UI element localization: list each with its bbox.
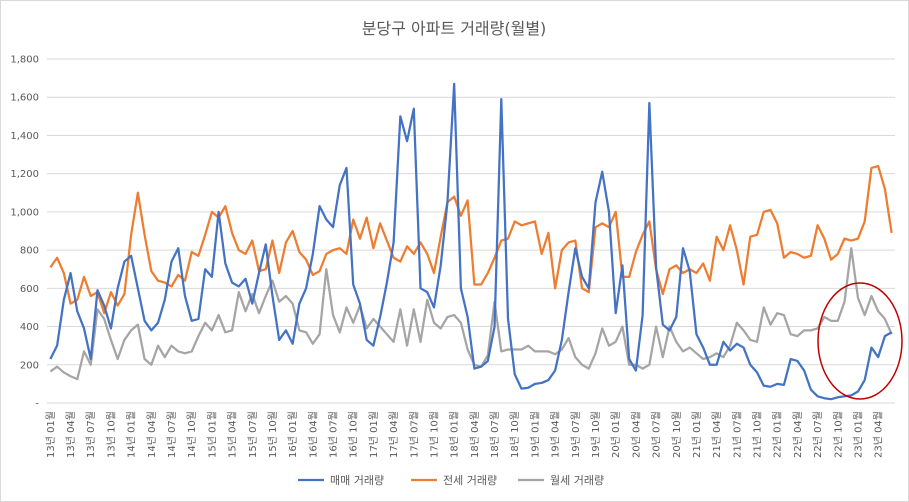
- x-tick-label: 23년 04월: [873, 411, 885, 458]
- y-tick-label: 1,600: [10, 93, 39, 104]
- x-tick-label: 20년 01월: [610, 411, 622, 458]
- x-tick-label: 18년 10월: [509, 411, 521, 458]
- x-tick-label: 14년 07월: [166, 411, 178, 458]
- x-tick-label: 23년 01월: [852, 411, 864, 458]
- x-tick-label: 17년 10월: [428, 411, 440, 458]
- series-line: [49, 164, 893, 315]
- y-tick-label: 1,000: [10, 207, 39, 218]
- x-tick-label: 19년 04월: [550, 411, 562, 458]
- x-axis-labels: 13년 01월 13년 04월 13년 07월 13년 10월 14년 01월 14년 0…: [45, 411, 885, 458]
- x-tick-label: 21년 01월: [691, 411, 703, 458]
- x-tick-label: 21년 04월: [711, 411, 723, 458]
- x-tick-label: 14년 01월: [126, 411, 138, 458]
- x-tick-label: 17년 01월: [368, 411, 380, 458]
- x-tick-label: 16년 01월: [287, 411, 299, 458]
- x-tick-label: 15년 01월: [206, 411, 218, 458]
- y-tick-label: 1,800: [10, 55, 39, 66]
- x-tick-label: 15년 10월: [267, 411, 279, 458]
- x-tick-label: 16년 04월: [307, 411, 319, 458]
- x-tick-label: 19년 07월: [570, 411, 582, 458]
- y-axis-labels: - 200 400 600 800 1,000 1,200 1,400 1,600 1,800: [10, 55, 39, 410]
- x-tick-label: 17년 04월: [388, 411, 400, 458]
- x-tick-label: 22년 01월: [772, 411, 784, 458]
- y-tick-label: 600: [20, 284, 39, 295]
- x-tick-label: 21년 07월: [731, 411, 743, 458]
- gridlines: [47, 58, 895, 404]
- x-tick-label: 20년 04월: [630, 411, 642, 458]
- y-tick-label: -: [35, 399, 39, 410]
- series-line: [49, 247, 893, 381]
- x-tick-label: 18년 04월: [469, 411, 481, 458]
- y-tick-label: 400: [20, 322, 39, 333]
- highlight-ellipse: [817, 282, 903, 400]
- x-tick-label: 19년 10월: [590, 411, 602, 458]
- legend: 매매 거래량 전세 거래량 월세 거래량: [298, 474, 604, 487]
- x-tick-label: 16년 10월: [348, 411, 360, 458]
- x-tick-label: 13년 07월: [85, 411, 97, 458]
- x-tick-label: 17년 07월: [408, 411, 420, 458]
- x-tick-label: 14년 10월: [186, 411, 198, 458]
- legend-label: 매매 거래량: [330, 474, 384, 487]
- y-tick-label: 1,200: [10, 169, 39, 180]
- chart-title: 분당구 아파트 거래량(월별): [362, 19, 547, 38]
- x-tick-label: 13년 04월: [65, 411, 77, 458]
- x-tick-label: 21년 10월: [752, 411, 764, 458]
- y-tick-label: 800: [20, 246, 39, 257]
- x-tick-label: 22년 10월: [832, 411, 844, 458]
- x-tick-label: 13년 10월: [105, 411, 117, 458]
- y-tick-label: 1,400: [10, 131, 39, 142]
- series-lines: [49, 82, 893, 401]
- x-tick-label: 13년 01월: [45, 411, 57, 458]
- x-tick-label: 18년 07월: [489, 411, 501, 458]
- x-tick-label: 20년 10월: [671, 411, 683, 458]
- y-tick-label: 200: [20, 360, 39, 371]
- x-tick-label: 16년 07월: [328, 411, 340, 458]
- x-tick-label: 22년 07월: [812, 411, 824, 458]
- x-tick-label: 22년 04월: [792, 411, 804, 458]
- x-tick-label: 14년 04월: [146, 411, 158, 458]
- x-tick-label: 19년 01월: [529, 411, 541, 458]
- x-tick-label: 18년 01월: [449, 411, 461, 458]
- x-tick-label: 15년 07월: [247, 411, 259, 458]
- x-tick-label: 15년 04월: [227, 411, 239, 458]
- legend-label: 월세 거래량: [550, 474, 604, 487]
- series-line: [49, 82, 893, 401]
- x-tick-label: 20년 07월: [651, 411, 663, 458]
- legend-label: 전세 거래량: [443, 474, 497, 487]
